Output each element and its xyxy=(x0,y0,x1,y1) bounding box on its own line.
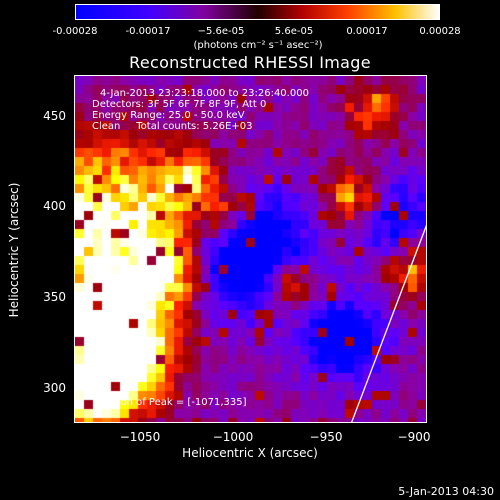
annotation-clean: Clean Total counts: 5.26E+03 xyxy=(92,121,253,132)
colorbar-tick: -0.00028 xyxy=(52,26,98,37)
annotation-energy: Energy Range: 25.0 - 50.0 keV xyxy=(92,110,245,121)
colorbar-tick: 0.00017 xyxy=(346,26,388,37)
limb-line xyxy=(351,224,426,422)
annotation-detectors: Detectors: 3F 5F 6F 7F 8F 9F, Att 0 xyxy=(92,99,267,110)
colorbar-unit: (photons cm⁻² s⁻¹ asec⁻²) xyxy=(193,40,323,51)
chart-title: Reconstructed RHESSI Image xyxy=(129,53,371,72)
x-tick: −900 xyxy=(397,430,431,444)
y-tick: 400 xyxy=(43,199,66,213)
colorbar-tick: -0.00017 xyxy=(125,26,171,37)
colorbar-tick: −5.6e-05 xyxy=(197,26,245,37)
colorbar-tick: 0.00028 xyxy=(419,26,461,37)
y-tick: 450 xyxy=(43,109,66,123)
heatmap-image xyxy=(75,76,426,422)
plot-area: 4-Jan-2013 23:23:18.000 to 23:26:40.000 … xyxy=(74,75,427,423)
y-tick: 350 xyxy=(43,290,66,304)
annotation-peak: Position of Peak = [-1071,335] xyxy=(94,397,247,408)
x-tick: −950 xyxy=(309,430,343,444)
colorbar-tick: 5.6e-05 xyxy=(274,26,314,37)
y-axis-label: Heliocentric Y (arcsec) xyxy=(7,182,21,318)
colorbar xyxy=(75,4,440,20)
annotation-time: 4-Jan-2013 23:23:18.000 to 23:26:40.000 xyxy=(100,88,309,99)
y-tick: 300 xyxy=(43,381,66,395)
timestamp: 5-Jan-2013 04:30 xyxy=(398,485,494,498)
x-tick: −1050 xyxy=(119,430,161,444)
x-axis-label: Heliocentric X (arcsec) xyxy=(182,446,318,460)
x-tick: −1000 xyxy=(212,430,254,444)
